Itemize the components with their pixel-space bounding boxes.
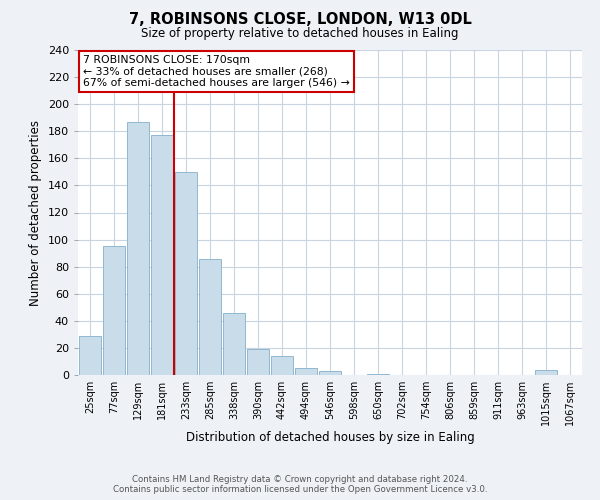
Y-axis label: Number of detached properties: Number of detached properties [29,120,42,306]
Bar [319,371,341,375]
Bar [151,136,173,375]
Text: 7, ROBINSONS CLOSE, LONDON, W13 0DL: 7, ROBINSONS CLOSE, LONDON, W13 0DL [128,12,472,28]
Bar [295,368,317,375]
Text: 7 ROBINSONS CLOSE: 170sqm
← 33% of detached houses are smaller (268)
67% of semi: 7 ROBINSONS CLOSE: 170sqm ← 33% of detac… [83,55,350,88]
Bar [247,350,269,375]
X-axis label: Distribution of detached houses by size in Ealing: Distribution of detached houses by size … [185,431,475,444]
Bar [535,370,557,375]
Bar [103,246,125,375]
Bar [175,172,197,375]
Text: Size of property relative to detached houses in Ealing: Size of property relative to detached ho… [141,28,459,40]
Text: Contains HM Land Registry data © Crown copyright and database right 2024.
Contai: Contains HM Land Registry data © Crown c… [113,474,487,494]
Bar [199,258,221,375]
Bar [79,336,101,375]
Bar [367,374,389,375]
Bar [223,312,245,375]
Bar [127,122,149,375]
Bar [271,356,293,375]
